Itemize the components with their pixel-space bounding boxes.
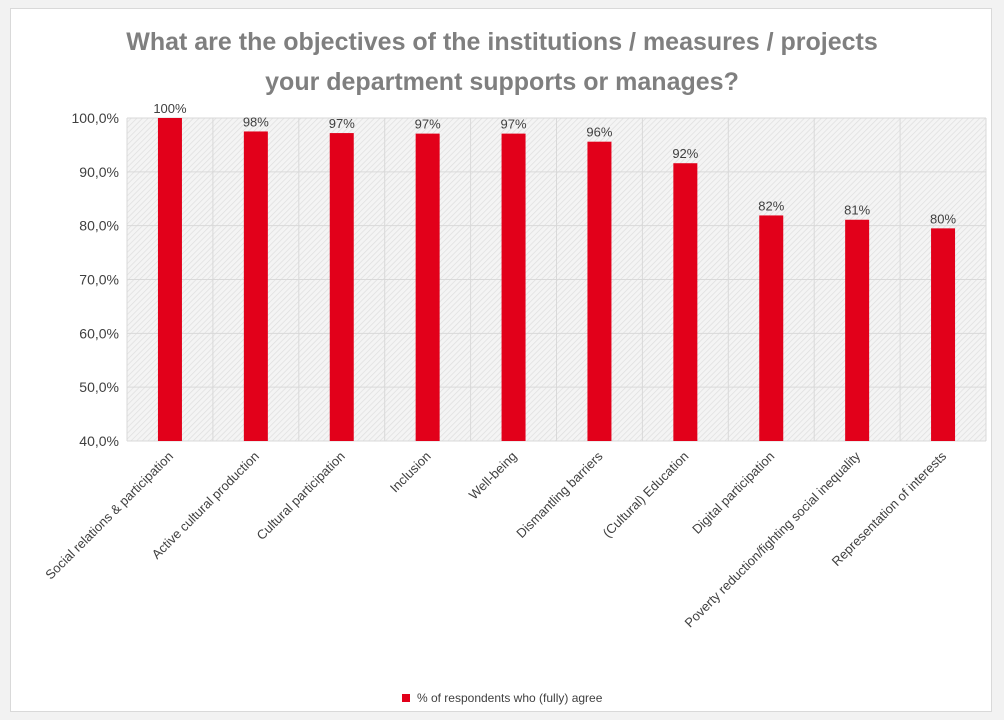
x-tick-label: Social relations & participation — [42, 449, 176, 583]
y-tick-label: 60,0% — [79, 325, 119, 341]
bar — [415, 133, 440, 441]
bar — [931, 228, 956, 441]
bar — [587, 141, 612, 442]
bar — [501, 133, 526, 441]
data-label: 97% — [329, 116, 355, 131]
chart-title: What are the objectives of the instituti… — [0, 22, 1004, 102]
y-tick-label: 40,0% — [79, 433, 119, 449]
data-label: 97% — [501, 117, 527, 132]
data-label: 82% — [758, 198, 784, 213]
y-tick-label: 50,0% — [79, 379, 119, 395]
bar — [673, 163, 698, 441]
data-label: 81% — [844, 203, 870, 218]
x-tick-label: Poverty reduction/fighting social inequa… — [681, 448, 863, 630]
bar — [759, 215, 784, 441]
x-tick-label: Digital participation — [689, 449, 777, 537]
y-tick-label: 80,0% — [79, 218, 119, 234]
x-tick-label: Dismantling barriers — [513, 448, 606, 541]
x-tick-label: (Cultural) Education — [600, 449, 692, 541]
chart-title-line-2: your department supports or manages? — [265, 68, 739, 96]
data-label: 98% — [243, 114, 269, 129]
legend-swatch — [401, 693, 410, 702]
bar — [329, 133, 354, 441]
legend-label: % of respondents who (fully) agree — [416, 690, 603, 705]
data-label: 97% — [415, 117, 441, 132]
data-label: 100% — [153, 101, 187, 116]
data-label: 80% — [930, 211, 956, 226]
y-tick-label: 100,0% — [72, 110, 119, 126]
x-tick-label: Inclusion — [387, 449, 434, 496]
y-tick-label: 70,0% — [79, 272, 119, 288]
chart-title-line-1: What are the objectives of the instituti… — [126, 28, 878, 56]
y-tick-label: 90,0% — [79, 164, 119, 180]
x-tick-label: Well-being — [466, 449, 520, 503]
bar — [243, 131, 268, 442]
data-label: 92% — [672, 146, 698, 161]
data-label: 96% — [586, 125, 612, 140]
x-tick-label: Cultural participation — [253, 449, 347, 543]
bar — [845, 219, 870, 441]
bar — [157, 118, 182, 441]
legend: % of respondents who (fully) agree — [0, 690, 1004, 705]
